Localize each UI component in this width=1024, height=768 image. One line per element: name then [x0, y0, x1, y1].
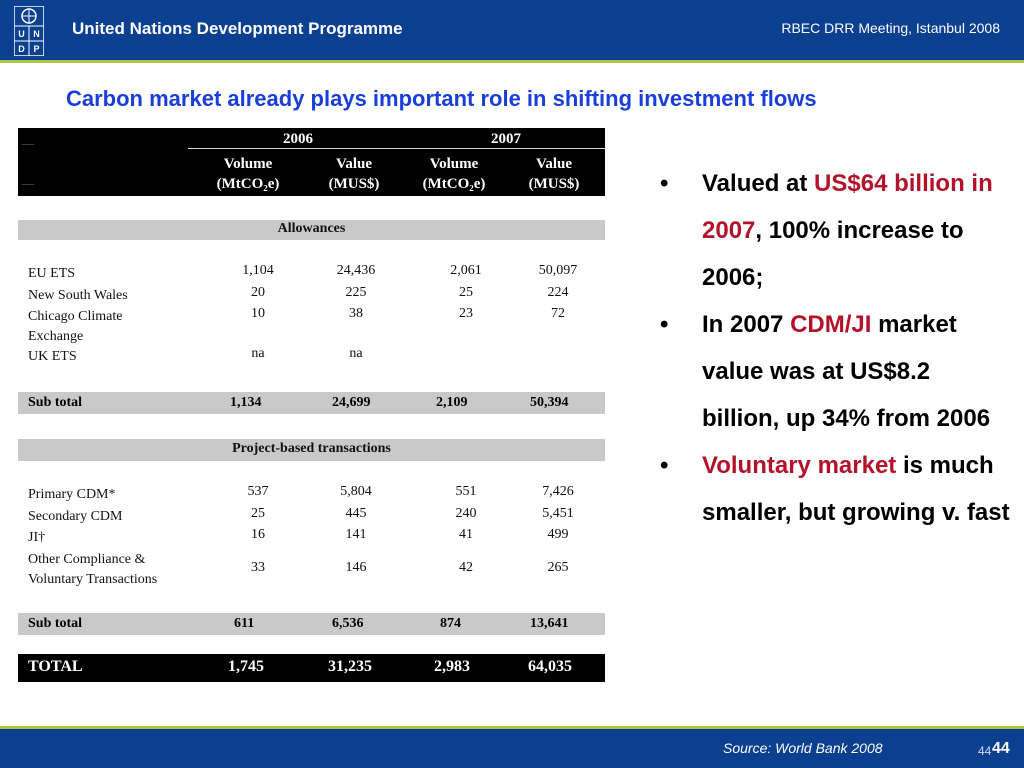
- header-dash: —: [22, 136, 34, 150]
- year-header: 2006: [283, 131, 313, 147]
- bullet-dot-icon: •: [660, 170, 669, 197]
- column-header: Value (MUS$): [328, 156, 380, 192]
- svg-text:D: D: [18, 44, 25, 54]
- table-cell: 41: [459, 527, 473, 542]
- row-label: Chicago Climate: [28, 309, 123, 324]
- svg-text:U: U: [18, 29, 25, 39]
- table-cell: 25: [459, 285, 473, 300]
- table-cell: 224: [547, 285, 569, 300]
- table-cell: 2,061: [450, 263, 482, 278]
- column-header: Value (MUS$): [528, 156, 580, 192]
- bullet-dot-icon: •: [660, 452, 669, 479]
- table-cell: 1,104: [242, 263, 274, 278]
- table-header: — — 2006 2007 Volume (MtCO₂e) Value (MUS$)…: [18, 128, 605, 196]
- row-label: EU ETS: [28, 266, 76, 281]
- header-dash: —: [22, 176, 34, 190]
- table-cell: 537: [247, 484, 269, 499]
- allowances-subtotal-row: Sub total 1,134 24,699 2,109 50,394: [18, 392, 605, 414]
- row-label: Voluntary Transactions: [28, 572, 158, 587]
- table-cell: 5,804: [340, 484, 372, 499]
- meeting-label: RBEC DRR Meeting, Istanbul 2008: [781, 20, 1000, 36]
- footer-divider: [0, 726, 1024, 729]
- year-header: 2007: [491, 131, 521, 147]
- slide-number-shadow: 44: [978, 744, 992, 758]
- table-cell: 42: [459, 560, 473, 575]
- table-cell: 5,451: [542, 506, 574, 521]
- row-label: UK ETS: [28, 349, 77, 364]
- table-cell: 16: [251, 527, 265, 542]
- svg-text:N: N: [33, 29, 40, 39]
- table-cell: 24,436: [336, 263, 376, 278]
- row-label: Secondary CDM: [28, 509, 123, 524]
- bullet-item: • In 2007 CDM/JI market value was at US$…: [660, 301, 1010, 442]
- project-label: Project-based transactions: [232, 441, 391, 456]
- bullet-item: • Voluntary market is much smaller, but …: [660, 442, 1010, 536]
- table-cell: na: [349, 346, 363, 361]
- row-label: Exchange: [28, 329, 84, 344]
- slide-title: Carbon market already plays important ro…: [66, 86, 817, 111]
- bullet-dot-icon: •: [660, 311, 669, 338]
- bullet-item: • Valued at US$64 billion in 2007, 100% …: [660, 160, 1010, 301]
- org-name: United Nations Development Programme: [72, 19, 403, 38]
- table-cell: 10: [251, 306, 265, 321]
- table-cell: 551: [455, 484, 477, 499]
- table-cell: 50,097: [538, 263, 578, 278]
- column-header: Volume (MtCO₂e): [422, 156, 486, 192]
- allowances-band: Allowances: [18, 220, 605, 240]
- row-label: Primary CDM*: [28, 487, 116, 502]
- row-label: New South Wales: [28, 288, 128, 303]
- carbon-market-table: — — 2006 2007 Volume (MtCO₂e) Value (MUS$)…: [18, 128, 605, 682]
- table-cell: 499: [547, 527, 569, 542]
- table-cell: na: [251, 346, 265, 361]
- header-bar: U N D P United Nations Development Progr…: [0, 0, 1024, 60]
- undp-logo-icon: U N D P: [14, 6, 44, 56]
- table-cell: 23: [459, 306, 473, 321]
- footer-bar: Source: World Bank 2008 44 44: [0, 729, 1024, 768]
- total-row: TOTAL 1,745 31,235 2,983 64,035: [18, 654, 605, 682]
- table-cell: 141: [345, 527, 367, 542]
- bullet-list: • Valued at US$64 billion in 2007, 100% …: [660, 160, 1010, 536]
- svg-text:P: P: [33, 44, 39, 54]
- table-cell: 72: [551, 306, 565, 321]
- column-header: Volume (MtCO₂e): [216, 156, 280, 192]
- table-cell: 20: [251, 285, 265, 300]
- table-cell: 225: [345, 285, 367, 300]
- allowances-label: Allowances: [277, 221, 346, 236]
- table-cell: 265: [547, 560, 569, 575]
- table-cell: 38: [349, 306, 363, 321]
- table-cell: 25: [251, 506, 265, 521]
- header-divider: [0, 60, 1024, 63]
- table-cell: 146: [345, 560, 367, 575]
- table-cell: 33: [251, 560, 265, 575]
- project-band: Project-based transactions: [18, 439, 605, 461]
- slide-number: 44: [992, 740, 1010, 757]
- row-label: Other Compliance &: [28, 552, 146, 567]
- table-cell: 240: [455, 506, 477, 521]
- source-note: Source: World Bank 2008: [723, 740, 883, 756]
- project-subtotal-row: Sub total 611 6,536 874 13,641: [18, 613, 605, 635]
- table-cell: 7,426: [542, 484, 574, 499]
- row-label: JI†: [28, 530, 46, 545]
- table-cell: 445: [345, 506, 367, 521]
